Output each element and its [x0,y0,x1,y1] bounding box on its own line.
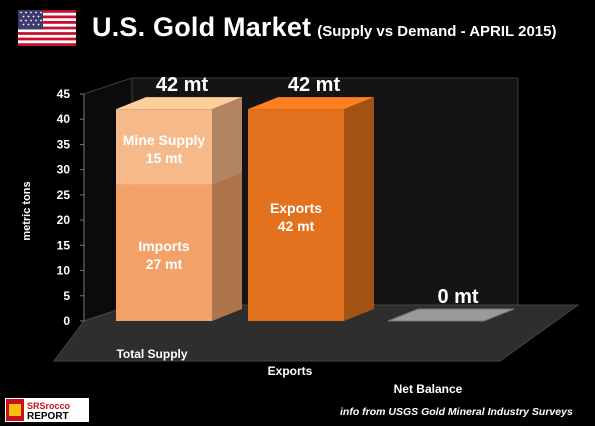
bar-1-2-side [344,97,374,321]
us-flag-icon [18,10,76,46]
x-category-label: Exports [268,364,313,378]
source-footnote: info from USGS Gold Mineral Industry Sur… [340,406,573,418]
svg-text:REPORT: REPORT [27,411,69,422]
y-tick-label: 5 [63,289,70,303]
y-tick-label: 40 [57,112,71,126]
bar-0-1-top [116,97,242,110]
y-tick-label: 45 [57,87,71,101]
y-tick-label: 25 [57,188,71,202]
svg-text:SRSrocco: SRSrocco [27,401,71,411]
segment-name-label: Exports [270,200,322,216]
y-tick-label: 10 [57,264,71,278]
y-tick-label: 35 [57,137,71,151]
bar-0-1-side [212,97,242,185]
bar-0-0 [116,184,212,321]
total-label: 42 mt [156,74,209,96]
x-category-label: Total Supply [116,347,187,361]
bar-1-2-top [248,97,374,110]
bar-1-2 [248,109,344,321]
x-category-label: Net Balance [394,382,463,396]
y-tick-label: 20 [57,213,71,227]
subtitle-text: (Supply vs Demand - APRIL 2015) [317,23,557,40]
bar-2-3 [387,308,515,322]
y-tick-label: 0 [63,314,70,328]
segment-value-label: 27 mt [146,256,183,272]
segment-value-label: 42 mt [278,218,315,234]
segment-name-label: Imports [138,238,190,254]
bar-0-1 [116,109,212,185]
segment-name-label: Mine Supply [123,132,206,148]
segment-value-label: 15 mt [146,150,183,166]
srsrocco-logo: SRSrocco REPORT [5,398,89,422]
title-text: U.S. Gold Market [92,12,312,42]
y-tick-label: 30 [57,163,71,177]
total-label: 42 mt [288,74,341,96]
y-tick-label: 15 [57,238,71,252]
chart-title: U.S. Gold Market (Supply vs Demand - APRI… [92,12,556,43]
total-label: 0 mt [437,286,478,308]
bar-0-0-side [212,172,242,321]
